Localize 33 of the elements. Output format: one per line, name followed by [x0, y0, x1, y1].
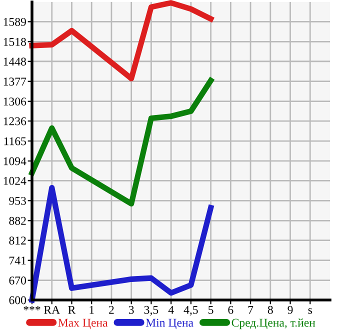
x-tick-label: RA — [44, 306, 60, 314]
y-tick-label: 600 — [9, 296, 26, 304]
y-tick-label: 1589 — [4, 18, 26, 26]
x-tick-label: 1 — [90, 306, 94, 314]
x-tick-label: 5 — [208, 306, 214, 314]
x-tick-label: 8 — [268, 306, 273, 314]
x-tick-label: 9 — [288, 306, 293, 314]
y-tick-label: 670 — [9, 276, 26, 285]
x-tick-label: 7 — [248, 306, 254, 314]
y-tick-label: 1236 — [4, 117, 26, 126]
x-tick-label: 4 — [168, 306, 174, 314]
legend-label: Min Цена — [146, 318, 194, 330]
y-tick-label: 741 — [10, 256, 26, 264]
y-tick-label: 1377 — [4, 78, 26, 86]
y-tick-label: 953 — [9, 196, 26, 205]
x-tick-label: 2 — [109, 306, 114, 314]
y-tick-label: 1165 — [4, 137, 26, 146]
legend-label: Сред.Цена, т.йен — [232, 318, 316, 330]
legend-label: Max Цена — [58, 318, 108, 330]
y-tick-label: 812 — [9, 236, 26, 245]
y-tick-label: 1024 — [4, 176, 26, 185]
x-tick-label: 3,5 — [144, 306, 158, 316]
x-tick-label: 4,5 — [184, 306, 198, 316]
x-tick-label: 6 — [228, 306, 234, 314]
x-tick-label: *** — [24, 306, 40, 310]
y-tick-label: 882 — [9, 216, 26, 225]
y-tick-label: 1094 — [4, 157, 26, 166]
x-tick-label: R — [68, 306, 76, 314]
y-tick-label: 1518 — [4, 38, 26, 46]
x-tick-label: s — [308, 308, 312, 314]
y-tick-label: 1448 — [4, 58, 26, 66]
x-tick-label: 3 — [128, 306, 134, 314]
y-tick-label: 1306 — [4, 98, 26, 106]
